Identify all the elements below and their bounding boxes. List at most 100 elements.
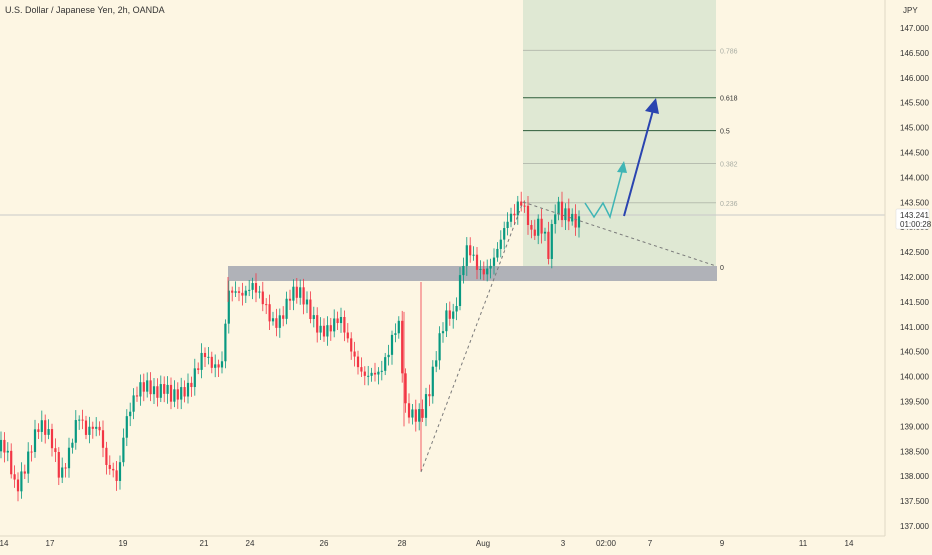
candle-body bbox=[571, 213, 574, 222]
candle-body bbox=[275, 318, 278, 328]
candle-body bbox=[244, 290, 247, 296]
time-axis[interactable]: 14 17 19 21 24 26 28 Aug 3 02:00 7 9 11 14 bbox=[0, 539, 854, 548]
candle-body bbox=[401, 320, 404, 374]
candle-body bbox=[428, 394, 431, 397]
candle-body bbox=[57, 452, 60, 478]
candle-body bbox=[78, 419, 81, 421]
candle-body bbox=[516, 201, 519, 216]
currency-label: JPY bbox=[903, 6, 918, 15]
candle-body bbox=[224, 323, 227, 362]
candle-body bbox=[343, 317, 346, 333]
price-tick-label: 145.000 bbox=[900, 124, 929, 133]
price-tick-label: 140.000 bbox=[900, 373, 929, 382]
price-tick-label: 145.500 bbox=[900, 99, 929, 108]
candle-body bbox=[101, 430, 105, 448]
projection-path-teal[interactable] bbox=[584, 163, 625, 220]
price-tick-label: 142.000 bbox=[900, 273, 929, 282]
candle-body bbox=[6, 450, 9, 453]
candle-body bbox=[10, 450, 13, 475]
candle-body bbox=[210, 356, 213, 368]
time-tick-label: 28 bbox=[398, 539, 407, 548]
price-axis[interactable]: 147.000 146.500 146.000 145.500 145.000 144.5… bbox=[900, 24, 929, 531]
candle-body bbox=[356, 356, 360, 368]
candle-body bbox=[81, 419, 84, 421]
price-tick-label: 138.000 bbox=[900, 472, 929, 481]
candle-body bbox=[455, 306, 458, 312]
fib-level-label: 0.5 bbox=[720, 129, 730, 136]
support-zone[interactable] bbox=[228, 266, 717, 281]
candle-body bbox=[227, 290, 230, 324]
candle-body bbox=[397, 320, 400, 334]
candle-body bbox=[421, 409, 424, 418]
candle-body bbox=[431, 366, 434, 397]
time-tick-label: 26 bbox=[320, 539, 329, 548]
price-tick-label: 144.500 bbox=[900, 149, 929, 158]
candle-body bbox=[84, 420, 88, 435]
candle-body bbox=[448, 310, 451, 319]
time-tick-label: 11 bbox=[799, 539, 808, 548]
candle-body bbox=[98, 426, 101, 431]
candle-body bbox=[465, 245, 468, 266]
projection-arrow-blue[interactable] bbox=[623, 102, 656, 217]
candle-body bbox=[159, 384, 162, 398]
candle-body bbox=[543, 231, 547, 234]
candle-body bbox=[186, 382, 190, 397]
candle-body bbox=[441, 331, 445, 334]
candle-body bbox=[503, 228, 506, 240]
candle-body bbox=[346, 332, 349, 339]
candle-body bbox=[176, 389, 179, 400]
candle-body bbox=[50, 429, 54, 449]
price-tick-label: 142.500 bbox=[900, 248, 929, 257]
time-tick-label: 17 bbox=[46, 539, 55, 548]
candle-body bbox=[282, 315, 285, 319]
candle-body bbox=[489, 265, 492, 269]
trendline-dashed-rising[interactable] bbox=[420, 201, 524, 473]
price-tick-label: 143.500 bbox=[900, 198, 929, 207]
candle-body bbox=[64, 467, 67, 469]
candle-body bbox=[142, 382, 145, 392]
candle-body bbox=[380, 370, 383, 372]
candle-body bbox=[146, 380, 149, 392]
candle-body bbox=[506, 221, 509, 229]
candle-body bbox=[200, 352, 203, 370]
candle-body bbox=[353, 351, 356, 357]
candle-body bbox=[326, 325, 329, 337]
candle-body bbox=[3, 439, 6, 453]
candle-body bbox=[295, 286, 298, 298]
candle-body bbox=[156, 386, 159, 398]
candle-body bbox=[261, 291, 264, 305]
candle-body bbox=[574, 213, 577, 228]
candle-body bbox=[129, 411, 132, 417]
candle-body bbox=[169, 384, 173, 402]
symbol-title[interactable]: U.S. Dollar / Japanese Yen, 2h, OANDA bbox=[5, 5, 165, 15]
candle-body bbox=[220, 361, 224, 368]
candle-body bbox=[299, 287, 302, 298]
projection-arrowhead-teal bbox=[617, 161, 627, 173]
fib-level-label: 0 bbox=[720, 265, 724, 272]
candle-body bbox=[288, 298, 292, 301]
time-tick-label: 14 bbox=[845, 539, 854, 548]
candle-body bbox=[377, 371, 380, 375]
candle-body bbox=[475, 254, 479, 270]
candle-body bbox=[61, 467, 64, 478]
candle-body bbox=[394, 333, 397, 335]
candle-body bbox=[271, 318, 275, 322]
candle-body bbox=[115, 470, 118, 481]
candle-body bbox=[166, 384, 169, 394]
candle-body bbox=[547, 231, 550, 259]
candle-body bbox=[88, 426, 91, 435]
trendline-dashed-falling[interactable] bbox=[522, 201, 717, 267]
candle-body bbox=[438, 333, 441, 361]
candle-body bbox=[248, 289, 251, 291]
candle-body bbox=[241, 292, 244, 296]
price-tick-label: 141.500 bbox=[900, 298, 929, 307]
candle-body bbox=[193, 368, 196, 388]
fib-level-label: 0.786 bbox=[720, 48, 738, 55]
candle-body bbox=[44, 420, 47, 435]
candle-body bbox=[23, 471, 26, 474]
candle-body bbox=[180, 387, 183, 400]
candle-body bbox=[472, 254, 475, 256]
candles bbox=[0, 191, 581, 502]
